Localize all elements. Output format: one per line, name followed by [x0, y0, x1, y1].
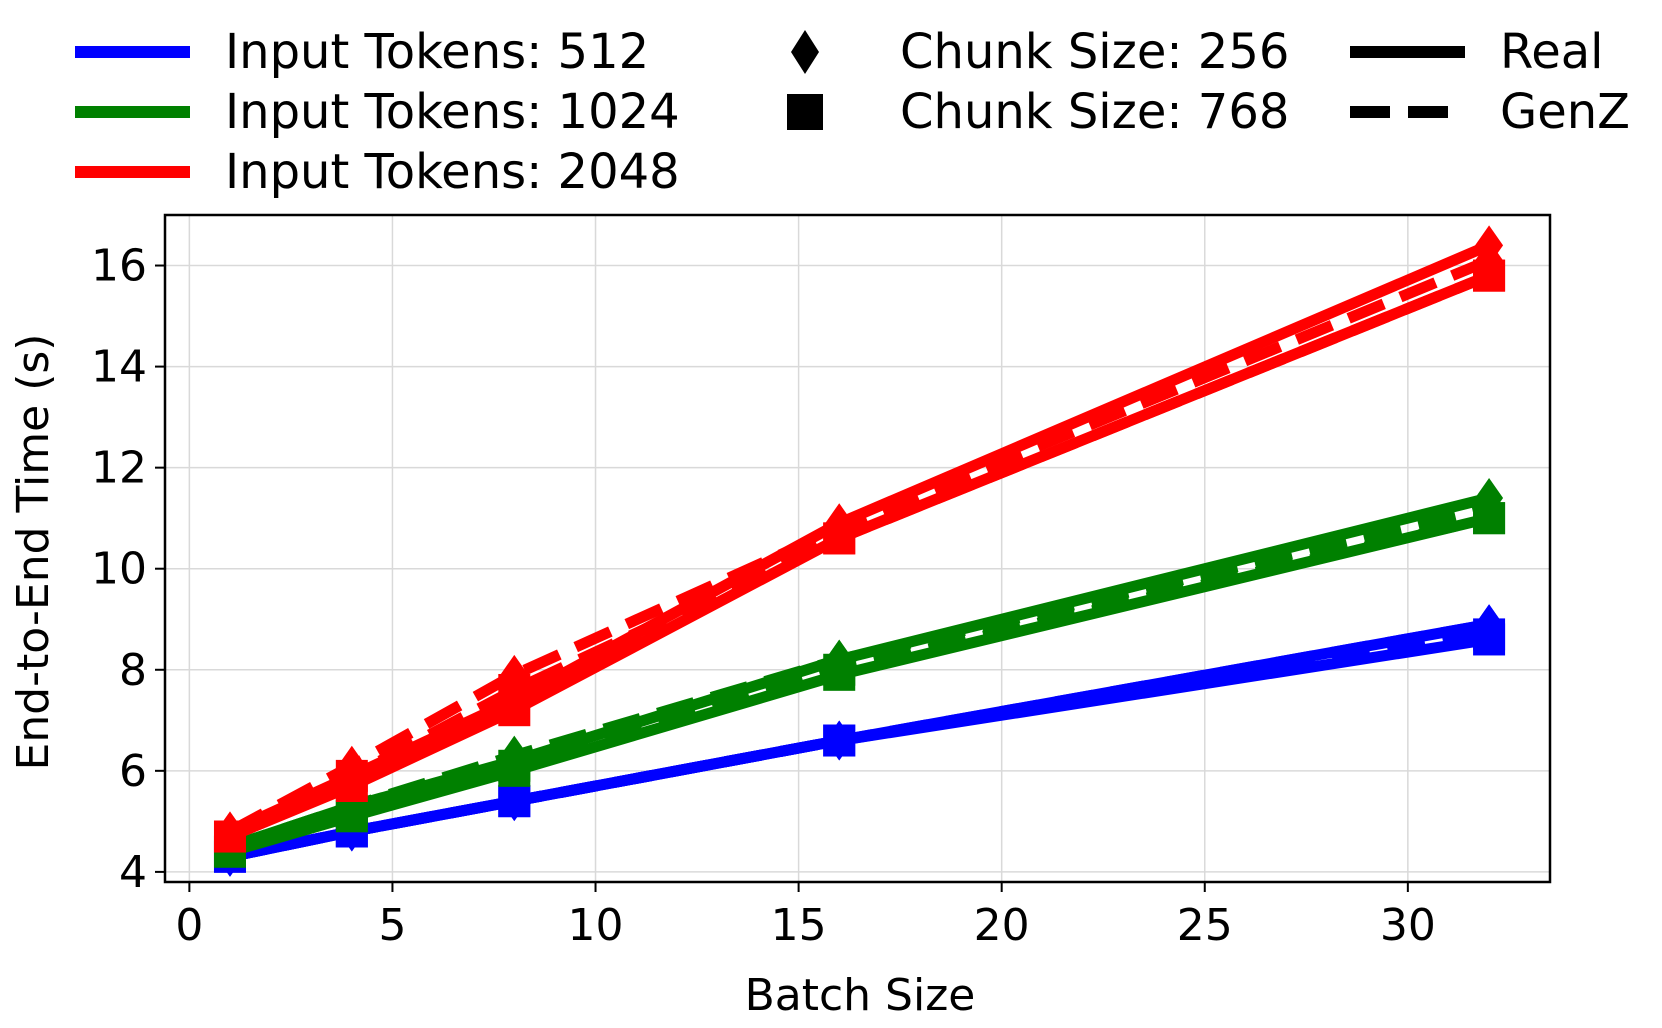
y-tick-label: 4 [119, 847, 147, 898]
legend: Input Tokens: 512 Input Tokens: 1024 Inp… [75, 24, 1630, 200]
legend-label-genz: GenZ [1500, 84, 1630, 140]
x-tick-label: 10 [568, 900, 624, 951]
x-tick-label: 30 [1380, 900, 1436, 951]
legend-item-input-512: Input Tokens: 512 [75, 24, 649, 80]
x-tick-label: 20 [974, 900, 1030, 951]
data-point-square [823, 522, 856, 555]
data-point-square [1473, 502, 1506, 535]
legend-item-real: Real [1350, 24, 1603, 80]
legend-diamond-marker [791, 30, 819, 74]
legend-label-input-2048: Input Tokens: 2048 [225, 144, 680, 200]
legend-label-chunk-768: Chunk Size: 768 [900, 84, 1289, 140]
data-point-square [213, 820, 246, 853]
legend-label-chunk-256: Chunk Size: 256 [900, 24, 1289, 80]
data-point-square [1473, 259, 1506, 292]
x-tick-label: 25 [1177, 900, 1233, 951]
y-tick-label: 10 [91, 544, 147, 595]
series-2048-768-genz [213, 259, 1506, 853]
series-1024-768-genz [213, 502, 1506, 868]
series-line [227, 255, 1492, 837]
legend-item-chunk-256: Chunk Size: 256 [791, 24, 1289, 80]
y-tick-label: 12 [91, 443, 147, 494]
legend-item-input-1024: Input Tokens: 1024 [75, 84, 680, 140]
series-1024-256-genz [215, 488, 1504, 867]
data-point-square [1473, 618, 1506, 651]
y-tick-label: 8 [119, 645, 147, 696]
data-point-square [823, 724, 856, 757]
data-point-square [823, 653, 856, 686]
y-axis-title: End-to-End Time (s) [8, 334, 59, 771]
y-axis: 4 6 8 10 12 14 16 [91, 241, 165, 898]
x-tick-label: 5 [378, 900, 406, 951]
legend-square-marker [787, 94, 823, 130]
data-point-square [498, 749, 531, 782]
y-tick-label: 16 [91, 241, 147, 292]
legend-label-input-512: Input Tokens: 512 [225, 24, 649, 80]
data-point-square [335, 759, 368, 792]
y-tick-label: 14 [91, 342, 147, 393]
series-line [227, 270, 1492, 842]
plot-frame [163, 213, 1552, 884]
data-point-square [498, 673, 531, 706]
x-tick-label: 15 [771, 900, 827, 951]
series-layer [213, 225, 1506, 877]
legend-label-real: Real [1500, 24, 1603, 80]
legend-item-chunk-768: Chunk Size: 768 [787, 84, 1289, 140]
legend-label-input-1024: Input Tokens: 1024 [225, 84, 680, 140]
series-line [227, 270, 1492, 842]
x-tick-label: 0 [175, 900, 203, 951]
data-point-square [498, 785, 531, 818]
legend-item-input-2048: Input Tokens: 2048 [75, 144, 680, 200]
legend-item-genz: GenZ [1350, 84, 1630, 140]
x-axis: 0 5 10 15 20 25 30 [175, 882, 1436, 951]
y-tick-label: 6 [119, 746, 147, 797]
x-axis-title: Batch Size [745, 970, 976, 1021]
